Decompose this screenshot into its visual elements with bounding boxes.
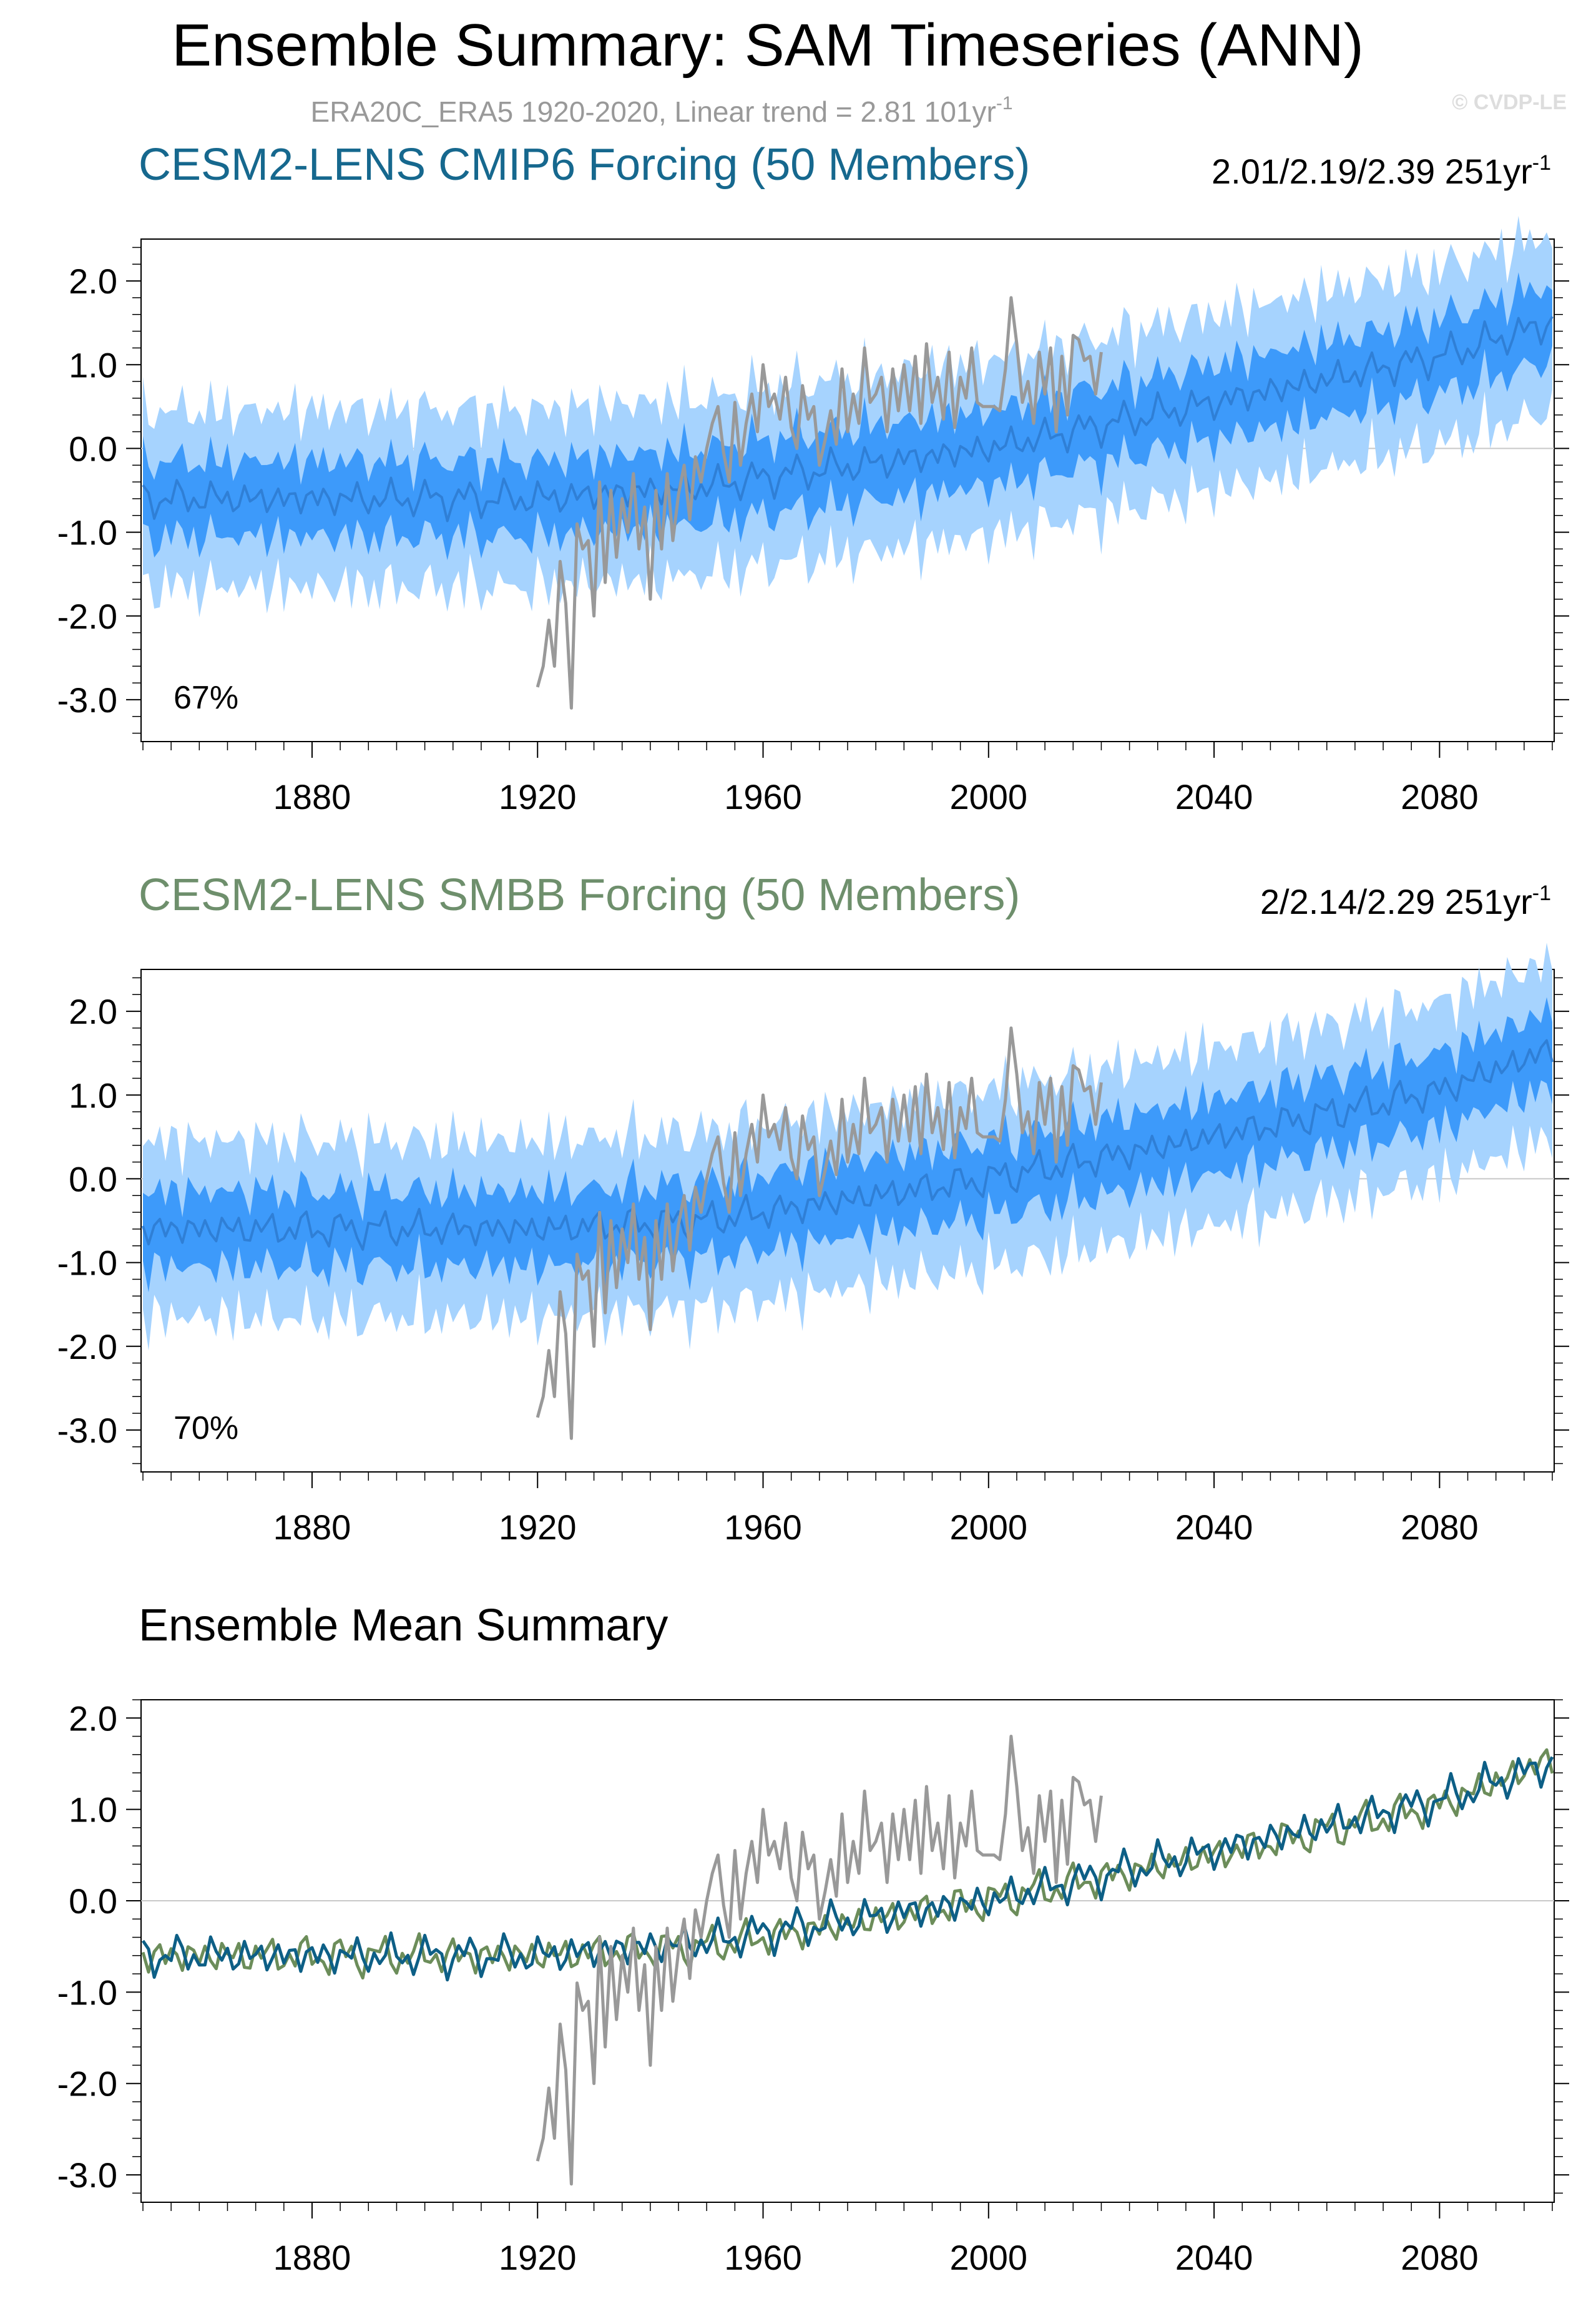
panel1-trend-text: 2.01/2.19/2.39 251yr-1 (1212, 151, 1551, 191)
ensemble-inner-range-band (143, 272, 1552, 561)
ensemble-inner-range-band (143, 997, 1552, 1293)
y-tick-label: -1.0 (57, 513, 118, 552)
observed-series-line (536, 1735, 1103, 2186)
y-tick-label: -3.0 (57, 1411, 118, 1450)
panel1-percent-label: 67% (174, 680, 238, 716)
y-tick-label: 2.0 (69, 992, 117, 1031)
x-tick-label: 1880 (273, 777, 351, 816)
y-tick-label: -2.0 (57, 597, 118, 636)
obs-dataset-label: ERA20C_ERA5 1920-2020, Linear trend = 2.… (310, 93, 1012, 128)
y-tick-label: 0.0 (69, 1159, 117, 1199)
x-tick-label: 1960 (724, 777, 802, 816)
x-tick-label: 1960 (724, 1508, 802, 1547)
x-tick-label: 2000 (950, 777, 1028, 816)
x-tick-label: 1880 (273, 2238, 351, 2277)
x-tick-label: 1960 (724, 2238, 802, 2277)
y-tick-label: -2.0 (57, 2064, 118, 2104)
panel1-title: CESM2-LENS CMIP6 Forcing (50 Members) (139, 140, 1030, 190)
smbb-ensemble-mean-line (141, 1748, 1554, 1980)
panel2-percent-label: 70% (174, 1410, 238, 1446)
panel3-title: Ensemble Mean Summary (139, 1601, 668, 1650)
panel2-title: CESM2-LENS SMBB Forcing (50 Members) (139, 870, 1020, 920)
main-title: Ensemble Summary: SAM Timeseries (ANN) (172, 12, 1364, 79)
y-tick-label: 1.0 (69, 1076, 117, 1115)
x-tick-label: 2040 (1175, 777, 1253, 816)
y-tick-label: -2.0 (57, 1327, 118, 1366)
x-tick-label: 2040 (1175, 1508, 1253, 1547)
y-tick-label: 1.0 (69, 345, 117, 385)
x-tick-label: 2080 (1401, 1508, 1479, 1547)
x-tick-label: 2080 (1401, 777, 1479, 816)
x-tick-label: 2000 (950, 2238, 1028, 2277)
observed-series-line (536, 296, 1103, 710)
x-tick-label: 2000 (950, 1508, 1028, 1547)
y-tick-label: 1.0 (69, 1790, 117, 1830)
y-tick-label: -1.0 (57, 1243, 118, 1283)
x-tick-label: 1920 (499, 2238, 577, 2277)
y-tick-label: 2.0 (69, 1699, 117, 1738)
cmip6-ensemble-mean-line (141, 1756, 1554, 1982)
x-tick-label: 2080 (1401, 2238, 1479, 2277)
panel-smbb-plot: 2.0 1.0 0.0 -1.0 -2.0 -3.0 1880 1920 1960 2000 204… (57, 943, 1569, 1547)
y-tick-label: -1.0 (57, 1973, 118, 2012)
x-tick-label: 1920 (499, 777, 577, 816)
x-tick-label: 1920 (499, 1508, 577, 1547)
panel2-trend-text: 2/2.14/2.29 251yr-1 (1260, 881, 1551, 921)
panel-cmip6-plot: 2.0 1.0 0.0 -1.0 -2.0 -3.0 1880 1920 1960 2000 204… (57, 215, 1569, 816)
observed-series-line (536, 1026, 1103, 1440)
y-tick-label: -3.0 (57, 2155, 118, 2195)
y-tick-label: 2.0 (69, 262, 117, 301)
x-tick-label: 1880 (273, 1508, 351, 1547)
ensemble-mean-line (142, 316, 1554, 522)
y-tick-label: -3.0 (57, 680, 118, 720)
y-tick-label: 0.0 (69, 429, 117, 468)
ensemble-mean-line (142, 1039, 1554, 1251)
y-tick-label: 0.0 (69, 1881, 117, 1921)
x-tick-label: 2040 (1175, 2238, 1253, 2277)
watermark: © CVDP-LE (1452, 91, 1567, 114)
panel-ensemble-mean-plot: 2.0 1.0 0.0 -1.0 -2.0 -3.0 1880 1920 1960 2000 204… (57, 1699, 1569, 2277)
